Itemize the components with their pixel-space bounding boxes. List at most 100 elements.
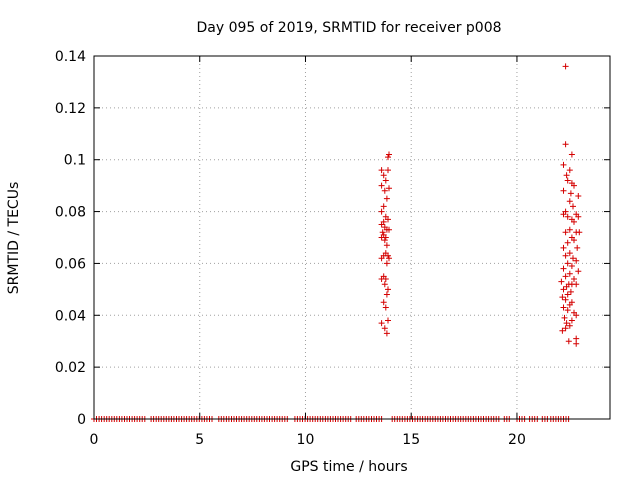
- axis-ticks: [93, 55, 610, 420]
- data-point: [378, 167, 385, 174]
- data-point: [573, 257, 580, 264]
- data-point: [386, 255, 392, 262]
- data-point: [573, 335, 580, 342]
- data-point: [381, 281, 388, 288]
- data-point: [378, 182, 385, 189]
- data-point: [567, 288, 574, 295]
- data-point: [385, 154, 391, 161]
- data-point: [566, 198, 573, 205]
- data-point: [560, 265, 567, 272]
- y-tick-label: 0.1: [64, 153, 86, 169]
- data-point: [566, 167, 573, 174]
- data-point: [561, 314, 568, 321]
- data-point: [378, 320, 385, 327]
- data-point: [575, 193, 582, 199]
- data-point: [575, 268, 582, 275]
- data-point: [560, 304, 567, 311]
- data-point: [381, 325, 388, 332]
- data-point: [383, 330, 390, 337]
- data-point: [380, 172, 387, 179]
- y-tick-label: 0.14: [55, 49, 86, 65]
- data-point: [560, 211, 567, 218]
- data-point: [382, 304, 389, 311]
- data-point: [385, 286, 391, 293]
- data-point: [570, 255, 576, 262]
- data-point: [558, 278, 565, 285]
- data-point: [380, 299, 387, 306]
- data-point: [381, 237, 388, 244]
- data-point: [571, 237, 577, 244]
- data-point: [573, 340, 580, 347]
- data-point: [563, 320, 570, 327]
- chart-title: Day 095 of 2019, SRMTID for receiver p00…: [196, 20, 501, 36]
- data-point: [566, 270, 573, 277]
- data-point: [570, 203, 576, 210]
- data-point: [571, 182, 577, 189]
- data-point: [564, 291, 571, 298]
- data-point: [385, 167, 391, 174]
- data-point: [386, 185, 392, 192]
- data-point: [562, 252, 569, 259]
- data-points: [91, 63, 583, 422]
- data-point: [564, 213, 571, 220]
- data-point: [562, 229, 569, 236]
- data-point: [566, 322, 573, 329]
- data-point: [576, 229, 583, 236]
- data-point: [379, 229, 386, 236]
- data-point: [571, 276, 577, 282]
- data-point: [567, 190, 574, 197]
- data-point: [573, 312, 580, 319]
- data-point: [568, 151, 575, 158]
- x-tick-label: 0: [90, 432, 99, 448]
- x-tick-label: 15: [402, 432, 420, 448]
- data-point: [568, 263, 575, 269]
- y-tick-label: 0.08: [55, 205, 86, 221]
- x-tick-label: 10: [297, 432, 315, 448]
- x-tick-label: 5: [195, 432, 204, 448]
- y-tick-label: 0.02: [55, 360, 86, 376]
- data-point: [383, 242, 390, 249]
- data-point: [564, 260, 571, 267]
- data-point: [564, 307, 571, 314]
- data-point: [560, 187, 567, 194]
- data-point: [566, 301, 573, 308]
- tick-labels: 0 0.02 0.04 0.06 0.08 0.1 0.12 0.14 0 5 10 15 20: [55, 49, 526, 448]
- data-point: [385, 317, 391, 324]
- y-axis-label: SRMTID / TECUs: [6, 182, 22, 295]
- data-point: [382, 276, 389, 282]
- x-tick-label: 20: [508, 432, 526, 448]
- y-tick-label: 0.06: [55, 256, 86, 272]
- data-point: [383, 260, 390, 267]
- grid-lines: [94, 56, 610, 419]
- data-point: [385, 252, 391, 259]
- data-point: [383, 195, 390, 202]
- data-point: [559, 327, 566, 334]
- data-point: [562, 141, 569, 148]
- y-tick-label: 0: [77, 412, 86, 428]
- x-axis-label: GPS time / hours: [290, 459, 407, 475]
- y-tick-label: 0.04: [55, 308, 86, 324]
- data-point: [562, 273, 569, 280]
- data-point: [378, 234, 385, 241]
- data-point: [566, 250, 573, 257]
- data-point: [568, 317, 575, 324]
- data-point: [560, 286, 567, 293]
- data-point: [562, 63, 569, 70]
- data-point: [563, 283, 570, 290]
- data-point: [383, 291, 390, 298]
- data-point: [564, 239, 571, 246]
- plot-frame: [93, 55, 611, 420]
- data-point: [563, 172, 570, 179]
- y-tick-label: 0.12: [55, 101, 86, 117]
- data-point: [562, 325, 569, 332]
- data-point: [378, 255, 385, 262]
- data-point: [381, 187, 388, 194]
- data-point: [386, 151, 392, 158]
- data-point: [564, 177, 571, 184]
- data-point: [382, 177, 389, 184]
- data-point: [573, 281, 580, 288]
- data-point: [560, 161, 567, 168]
- data-point: [560, 244, 567, 251]
- data-point: [380, 203, 387, 210]
